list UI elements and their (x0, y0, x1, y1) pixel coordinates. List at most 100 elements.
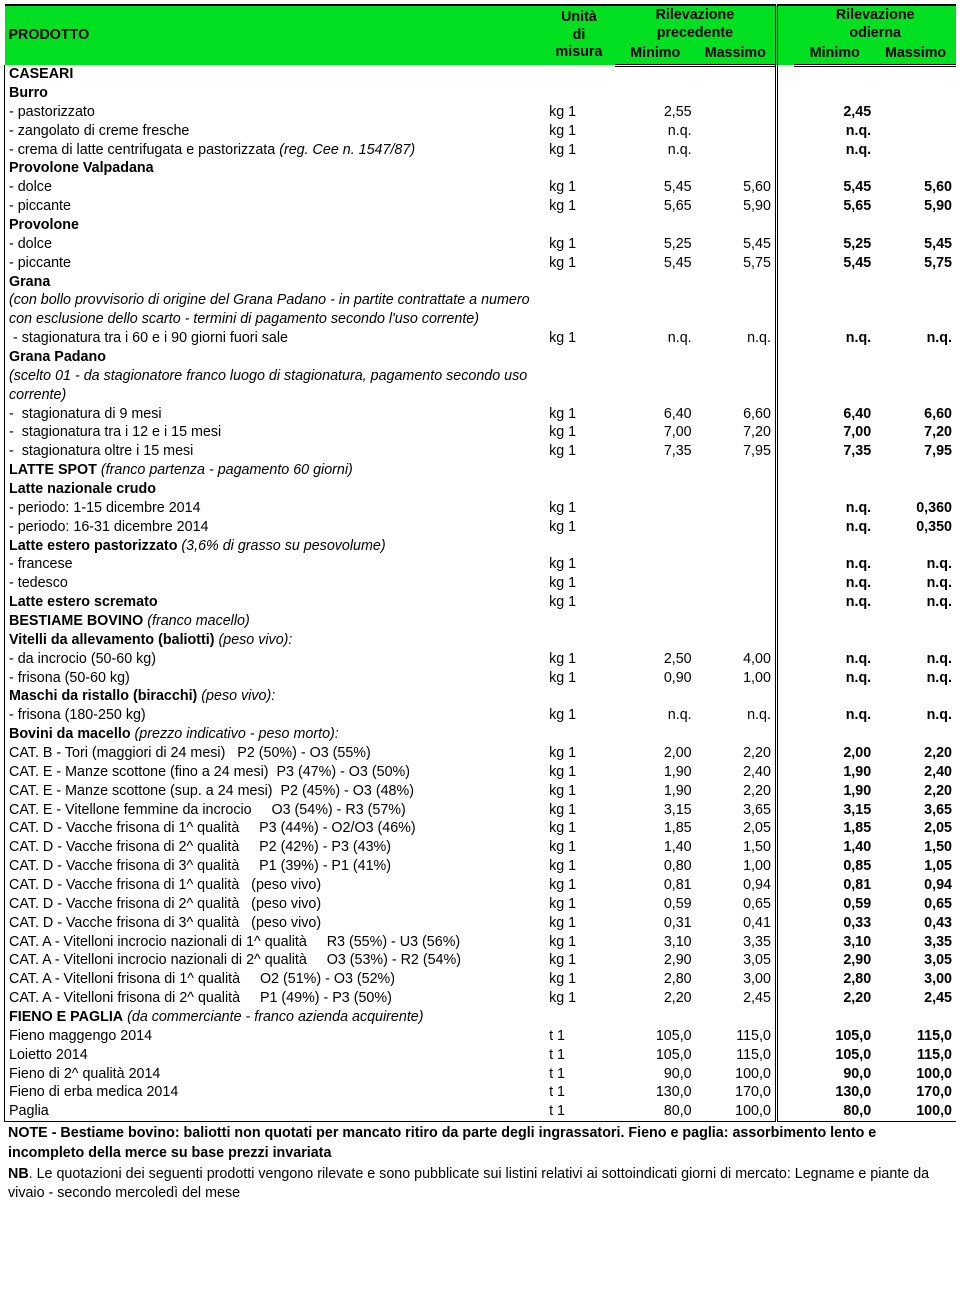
cell-prev-min (615, 348, 696, 367)
table-body: CASEARIBurro- pastorizzatokg 12,552,45- … (5, 65, 957, 1122)
cell-unit: kg 1 (543, 801, 615, 820)
cell-curr-max: 2,05 (875, 819, 956, 838)
cell-prev-min (615, 461, 696, 480)
table-row: - crema di latte centrifugata e pastoriz… (5, 141, 957, 160)
cell-sep (776, 122, 794, 141)
table-row: LATTE SPOT (franco partenza - pagamento … (5, 461, 957, 480)
cell-unit (543, 348, 615, 367)
cell-unit: kg 1 (543, 989, 615, 1008)
cell-prev-min (615, 159, 696, 178)
cell-sep (776, 1102, 794, 1121)
cell-curr-min: 7,35 (794, 442, 875, 461)
cell-sep (776, 499, 794, 518)
cell-unit: kg 1 (543, 876, 615, 895)
table-row: Vitelli da allevamento (baliotti) (peso … (5, 631, 957, 650)
cell-sep (776, 178, 794, 197)
cell-sep (776, 706, 794, 725)
cell-curr-min: 105,0 (794, 1046, 875, 1065)
table-row: CAT. A - Vitelloni frisona di 2^ qualità… (5, 989, 957, 1008)
cell-label: (scelto 01 - da stagionatore franco luog… (5, 367, 544, 405)
cell-prev-min (615, 480, 696, 499)
table-row: - da incrocio (50-60 kg)kg 12,504,00n.q.… (5, 650, 957, 669)
table-row: - piccantekg 15,455,755,455,75 (5, 254, 957, 273)
cell-prev-min (615, 612, 696, 631)
cell-curr-max: n.q. (875, 669, 956, 688)
table-row: Provolone (5, 216, 957, 235)
cell-label: Fieno di erba medica 2014 (5, 1083, 544, 1102)
cell-prev-min: n.q. (615, 706, 696, 725)
cell-label: CAT. D - Vacche frisona di 3^ qualità (p… (5, 914, 544, 933)
table-row: CAT. A - Vitelloni frisona di 1^ qualità… (5, 970, 957, 989)
cell-prev-max: 5,75 (696, 254, 777, 273)
cell-prev-max: 2,20 (696, 744, 777, 763)
cell-sep (776, 1008, 794, 1027)
cell-label: - piccante (5, 197, 544, 216)
cell-prev-max: 115,0 (696, 1046, 777, 1065)
cell-prev-min (615, 216, 696, 235)
cell-curr-max (875, 65, 956, 84)
cell-curr-min: n.q. (794, 706, 875, 725)
cell-curr-max (875, 348, 956, 367)
table-row: BESTIAME BOVINO (franco macello) (5, 612, 957, 631)
cell-prev-max (696, 537, 777, 556)
cell-prev-min: 0,90 (615, 669, 696, 688)
cell-curr-min: 0,59 (794, 895, 875, 914)
cell-prev-min: 0,81 (615, 876, 696, 895)
cell-prev-min: 7,35 (615, 442, 696, 461)
cell-prev-max (696, 461, 777, 480)
cell-curr-max: n.q. (875, 650, 956, 669)
cell-label: - dolce (5, 235, 544, 254)
cell-curr-min: 2,90 (794, 951, 875, 970)
cell-sep (776, 1083, 794, 1102)
cell-sep (776, 367, 794, 405)
cell-label: - frisona (180-250 kg) (5, 706, 544, 725)
cell-curr-min: 130,0 (794, 1083, 875, 1102)
cell-label: CAT. D - Vacche frisona di 1^ qualità P3… (5, 819, 544, 838)
cell-sep (776, 951, 794, 970)
table-row: CAT. D - Vacche frisona di 2^ qualità (p… (5, 895, 957, 914)
cell-sep (776, 782, 794, 801)
cell-prev-min: 90,0 (615, 1065, 696, 1084)
cell-curr-min (794, 65, 875, 84)
cell-curr-min (794, 631, 875, 650)
cell-label: - zangolato di creme fresche (5, 122, 544, 141)
cell-prev-max (696, 612, 777, 631)
cell-unit: kg 1 (543, 650, 615, 669)
table-row: - periodo: 16-31 dicembre 2014kg 1n.q.0,… (5, 518, 957, 537)
cell-unit: kg 1 (543, 329, 615, 348)
cell-sep (776, 876, 794, 895)
cell-prev-min: 0,80 (615, 857, 696, 876)
cell-curr-min: 6,40 (794, 405, 875, 424)
cell-curr-min: 5,65 (794, 197, 875, 216)
cell-sep (776, 838, 794, 857)
table-row: CAT. E - Vitellone femmine da incrocio O… (5, 801, 957, 820)
cell-curr-max (875, 1008, 956, 1027)
cell-sep (776, 725, 794, 744)
table-row: Fieno di 2^ qualità 2014t 190,0100,090,0… (5, 1065, 957, 1084)
cell-curr-min (794, 480, 875, 499)
cell-prev-max (696, 574, 777, 593)
cell-curr-min: 1,90 (794, 782, 875, 801)
table-row: CAT. A - Vitelloni incrocio nazionali di… (5, 933, 957, 952)
cell-unit (543, 537, 615, 556)
cell-prev-min (615, 273, 696, 292)
cell-curr-max: 3,00 (875, 970, 956, 989)
cell-curr-max: 3,35 (875, 933, 956, 952)
cell-curr-min: n.q. (794, 122, 875, 141)
cell-prev-max (696, 103, 777, 122)
cell-label: - stagionatura tra i 12 e i 15 mesi (5, 423, 544, 442)
cell-unit: kg 1 (543, 951, 615, 970)
cell-label: CAT. D - Vacche frisona di 2^ qualità (p… (5, 895, 544, 914)
col-curr-min: Minimo (794, 44, 875, 65)
cell-sep (776, 857, 794, 876)
cell-curr-min: 1,85 (794, 819, 875, 838)
cell-prev-min: 1,40 (615, 838, 696, 857)
cell-label: Latte estero pastorizzato (3,6% di grass… (5, 537, 544, 556)
cell-prev-max (696, 348, 777, 367)
table-row: CAT. D - Vacche frisona di 3^ qualità (p… (5, 914, 957, 933)
cell-unit: kg 1 (543, 254, 615, 273)
cell-prev-min: 1,85 (615, 819, 696, 838)
cell-sep (776, 801, 794, 820)
cell-sep (776, 235, 794, 254)
cell-prev-min (615, 574, 696, 593)
